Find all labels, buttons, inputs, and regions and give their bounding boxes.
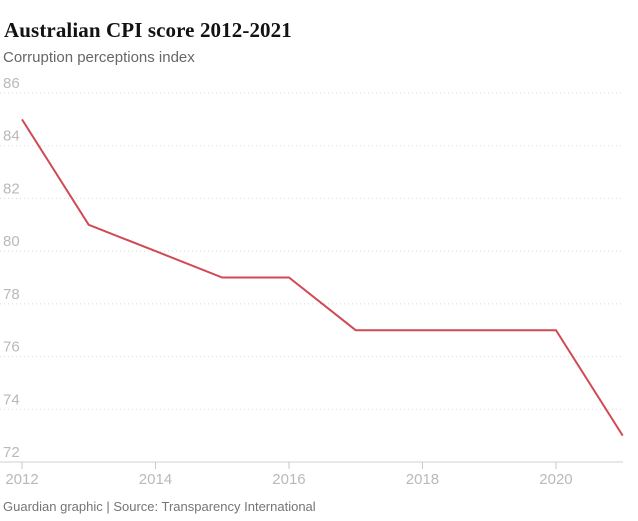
x-tick-label: 2012 <box>5 471 38 488</box>
chart-title: Australian CPI score 2012-2021 <box>4 18 292 43</box>
source-credit: Guardian graphic | Source: Transparency … <box>3 499 316 514</box>
data-line-australia <box>21 118 624 437</box>
y-tick-label: 84 <box>3 128 20 145</box>
y-tick-label: 86 <box>3 75 20 92</box>
y-tick-label: 82 <box>3 180 20 197</box>
x-tick-label: 2014 <box>139 471 172 488</box>
y-tick-label: 80 <box>3 233 20 250</box>
y-tick-label: 74 <box>3 391 20 408</box>
x-tick-label: 2016 <box>272 471 305 488</box>
chart-subtitle: Corruption perceptions index <box>3 49 195 66</box>
y-tick-label: 76 <box>3 339 20 356</box>
x-tick-label: 2020 <box>539 471 572 488</box>
x-tick-label: 2018 <box>406 471 439 488</box>
cpi-line-chart: 72 74 76 78 80 82 84 86 2012 2014 2016 2018 2020 <box>0 75 624 488</box>
y-tick-label: 78 <box>3 286 20 303</box>
y-tick-label: 72 <box>3 444 20 461</box>
